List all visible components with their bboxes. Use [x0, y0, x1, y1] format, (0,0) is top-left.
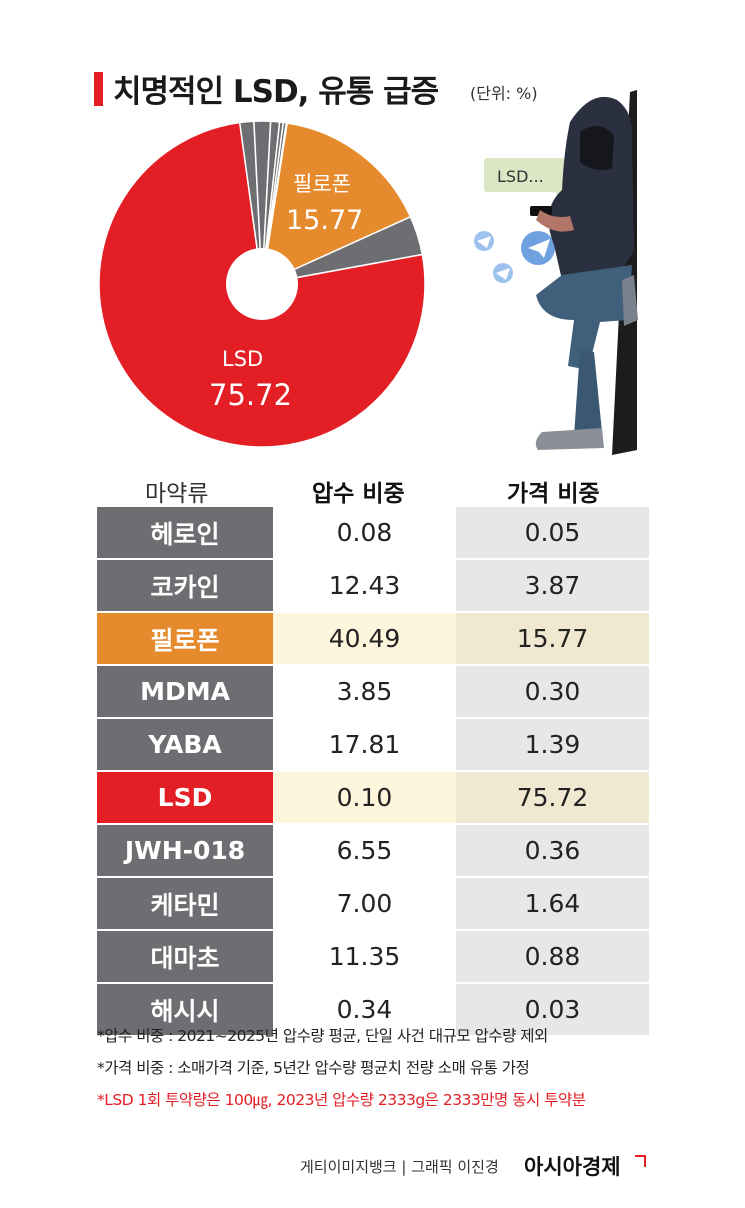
drug-name-cell: JWH-018 [97, 825, 273, 876]
table-header-seizure-share: 압수 비중 [312, 481, 405, 507]
chat-bubble-text: LSD... [497, 167, 544, 186]
price-share-cell: 0.30 [456, 666, 649, 717]
price-share-cell: 15.77 [456, 613, 649, 664]
price-share-pie-chart: 필로폰 15.77 LSD 75.72 [98, 120, 426, 448]
chat-bubble [484, 158, 576, 192]
publisher-logo: 아시아경제 [524, 1155, 621, 1179]
price-share-cell: 0.03 [456, 984, 649, 1035]
title-accent-bar [94, 72, 103, 106]
sneaker-raised [622, 275, 638, 326]
hood-face-shadow [580, 125, 614, 170]
drug-name-cell: YABA [97, 719, 273, 770]
jeans-upper [536, 265, 632, 370]
seizure-share-cell: 7.00 [273, 878, 456, 929]
footnote-price-share: *가격 비중 : 소매가격 기준, 5년간 압수량 평균치 전량 소매 유통 가… [97, 1059, 530, 1077]
price-share-cell: 75.72 [456, 772, 649, 823]
drug-name-cell: 필로폰 [97, 613, 273, 664]
drug-name-cell: 케타민 [97, 878, 273, 929]
table-row-highlight-lsd: LSD 0.10 75.72 [97, 772, 649, 825]
footnote-seizure-share: *압수 비중 : 2021~2025년 압수량 평균, 단일 사건 대규모 압수… [97, 1027, 548, 1045]
table-row: YABA 17.81 1.39 [97, 719, 649, 772]
table-row: 헤로인 0.08 0.05 [97, 507, 649, 560]
pie-slice-필로폰 [261, 122, 412, 286]
table-header-price-share: 가격 비중 [507, 481, 600, 507]
table-header-drug: 마약류 [145, 481, 209, 507]
table-row: 대마초 11.35 0.88 [97, 931, 649, 984]
table-row: 코카인 12.43 3.87 [97, 560, 649, 613]
price-share-cell: 3.87 [456, 560, 649, 611]
hands [536, 210, 574, 232]
pie-slice-해시시 [261, 122, 289, 285]
table-row: 해시시 0.34 0.03 [97, 984, 649, 1037]
price-share-cell: 1.39 [456, 719, 649, 770]
price-share-cell: 0.36 [456, 825, 649, 876]
drug-name-cell: LSD [97, 772, 273, 823]
seizure-share-cell: 40.49 [273, 613, 456, 664]
footnote-lsd-dose: *LSD 1회 투약량은 100㎍, 2023년 압수량 2333g은 2333… [97, 1091, 586, 1109]
drug-name-cell: 대마초 [97, 931, 273, 982]
pie-label-lsd-value: 75.72 [209, 378, 292, 412]
price-share-cell: 0.05 [456, 507, 649, 558]
seizure-share-cell: 6.55 [273, 825, 456, 876]
drug-name-cell: 해시시 [97, 984, 273, 1035]
table-row: 케타민 7.00 1.64 [97, 878, 649, 931]
sneaker-ground [535, 428, 604, 450]
seizure-share-cell: 17.81 [273, 719, 456, 770]
seizure-share-cell: 0.08 [273, 507, 456, 558]
seizure-share-cell: 0.34 [273, 984, 456, 1035]
image-credit: 게티이미지뱅크 | 그래픽 이진경 [300, 1158, 499, 1176]
table-row-highlight-philopon: 필로폰 40.49 15.77 [97, 613, 649, 666]
table-row: JWH-018 6.55 0.36 [97, 825, 649, 878]
hooded-figure-illustration: LSD... [474, 90, 638, 455]
pie-center-hole [226, 248, 298, 320]
price-share-cell: 1.64 [456, 878, 649, 929]
table-row: MDMA 3.85 0.30 [97, 666, 649, 719]
pie-label-philopon-name: 필로폰 [293, 172, 351, 196]
seizure-share-cell: 12.43 [273, 560, 456, 611]
drug-share-table: 헤로인 0.08 0.05 코카인 12.43 3.87 필로폰 40.49 1… [97, 507, 649, 1037]
jeans-leg [574, 350, 602, 436]
seizure-share-cell: 3.85 [273, 666, 456, 717]
drug-name-cell: 헤로인 [97, 507, 273, 558]
drug-name-cell: 코카인 [97, 560, 273, 611]
seizure-share-cell: 0.10 [273, 772, 456, 823]
drug-name-cell: MDMA [97, 666, 273, 717]
publisher-logo-mark [635, 1155, 646, 1167]
seizure-share-cell: 11.35 [273, 931, 456, 982]
price-share-cell: 0.88 [456, 931, 649, 982]
pie-label-philopon-value: 15.77 [286, 205, 363, 236]
page-title: 치명적인 LSD, 유통 급증 [113, 74, 439, 110]
unit-label: (단위: %) [470, 84, 538, 103]
pie-label-lsd-name: LSD [222, 347, 263, 371]
